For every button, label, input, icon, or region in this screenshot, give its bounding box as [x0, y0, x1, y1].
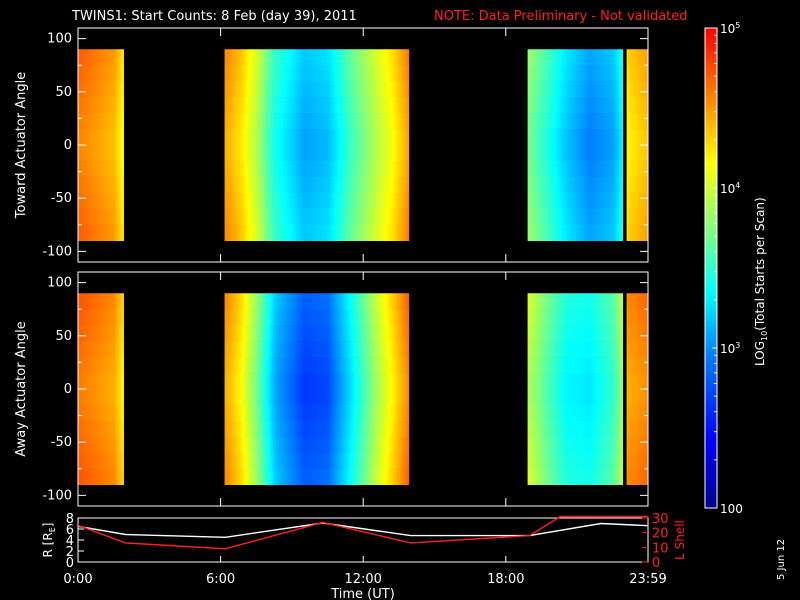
y-axis-label: Toward Actuator Angle [14, 72, 29, 219]
y-tick-label: 100 [47, 276, 72, 291]
colorbar: 100 103 104 105 LOG10(Total Starts per Scan… [704, 21, 769, 516]
away-angle-panel: -100 -50 0 50 100 Away Actuator Angle [14, 271, 649, 507]
chart-title: TWINS1: Start Counts: 8 Feb (day 39), 20… [71, 9, 357, 24]
y-tick-label: -100 [42, 488, 72, 503]
y-tick-label: -100 [42, 244, 72, 259]
y-tick-label: -50 [51, 435, 72, 450]
colorbar-label: LOG10(Total Starts per Scan) [753, 197, 769, 366]
x-tick-label: 23:59 [629, 572, 666, 587]
preliminary-note: NOTE: Data Preliminary - Not validated [434, 9, 688, 24]
l-shell-line [77, 515, 649, 550]
r-distance-line [77, 522, 649, 539]
y-tick-label-right: 30 [652, 512, 669, 527]
y-tick-label: 6 [66, 523, 74, 538]
colorbar-tick-label: 100 [720, 502, 743, 516]
toward-angle-panel: -100 -50 0 50 100 Toward Actuator Angle [14, 27, 649, 263]
x-axis-label: Time (UT) [330, 587, 395, 600]
colorbar-scale [704, 27, 718, 509]
x-tick-label: 12:00 [344, 572, 381, 587]
y-tick-label: 4 [66, 534, 74, 549]
orbit-frame [77, 517, 649, 563]
y-tick-label: 8 [66, 512, 74, 527]
y-tick-label: 2 [66, 545, 74, 560]
l-shell-axis-label: L Shell [673, 520, 687, 560]
y-tick-label: -50 [51, 191, 72, 206]
y-tick-label-right: 20 [652, 527, 669, 542]
x-tick-label: 0:00 [63, 572, 92, 587]
colorbar-tick-label: 105 [720, 21, 740, 36]
y-axis-label: Away Actuator Angle [14, 321, 29, 456]
y-tick-label: 0 [64, 382, 72, 397]
y-tick-label: 0 [66, 556, 74, 571]
x-tick-label: 18:00 [487, 572, 524, 587]
r-axis-label: R [RE] [41, 523, 57, 558]
y-tick-label: 50 [55, 85, 72, 100]
y-tick-label-right: 0 [652, 556, 660, 571]
colorbar-tick-label: 104 [720, 181, 740, 196]
y-tick-label-right: 10 [652, 541, 669, 556]
y-tick-label: 50 [55, 329, 72, 344]
date-stamp: 5 Jun 12 [776, 539, 787, 580]
y-tick-label: 0 [64, 138, 72, 153]
x-tick-label: 6:00 [206, 572, 235, 587]
y-tick-label: 100 [47, 32, 72, 47]
colorbar-tick-label: 103 [720, 341, 740, 356]
